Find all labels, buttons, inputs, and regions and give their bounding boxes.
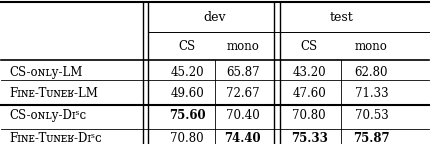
Text: mono: mono [227,40,259,53]
Text: 72.67: 72.67 [226,87,260,100]
Text: 70.80: 70.80 [170,132,204,144]
Text: 75.87: 75.87 [353,132,390,144]
Text: 49.60: 49.60 [170,87,204,100]
Text: 43.20: 43.20 [292,66,326,79]
Text: 75.60: 75.60 [169,109,206,123]
Text: dev: dev [204,11,226,24]
Text: CS: CS [178,40,196,53]
Text: Fɪɴᴇ-Tᴜɴᴇʁ-Dɪˢᴄ: Fɪɴᴇ-Tᴜɴᴇʁ-Dɪˢᴄ [9,132,102,144]
Text: 74.40: 74.40 [224,132,261,144]
Text: CS: CS [301,40,318,53]
Text: mono: mono [355,40,388,53]
Text: 70.80: 70.80 [292,109,326,123]
Text: 62.80: 62.80 [355,66,388,79]
Text: CS-ᴏɴʟу-Dɪˢᴄ: CS-ᴏɴʟу-Dɪˢᴄ [9,109,86,123]
Text: 70.40: 70.40 [226,109,260,123]
Text: 75.33: 75.33 [291,132,328,144]
Text: 70.53: 70.53 [355,109,388,123]
Text: 65.87: 65.87 [226,66,260,79]
Text: 71.33: 71.33 [355,87,388,100]
Text: test: test [329,11,353,24]
Text: 47.60: 47.60 [292,87,326,100]
Text: 45.20: 45.20 [170,66,204,79]
Text: Fɪɴᴇ-Tᴜɴᴇʁ-LM: Fɪɴᴇ-Tᴜɴᴇʁ-LM [9,87,98,100]
Text: CS-ᴏɴʟу-LM: CS-ᴏɴʟу-LM [9,66,83,79]
